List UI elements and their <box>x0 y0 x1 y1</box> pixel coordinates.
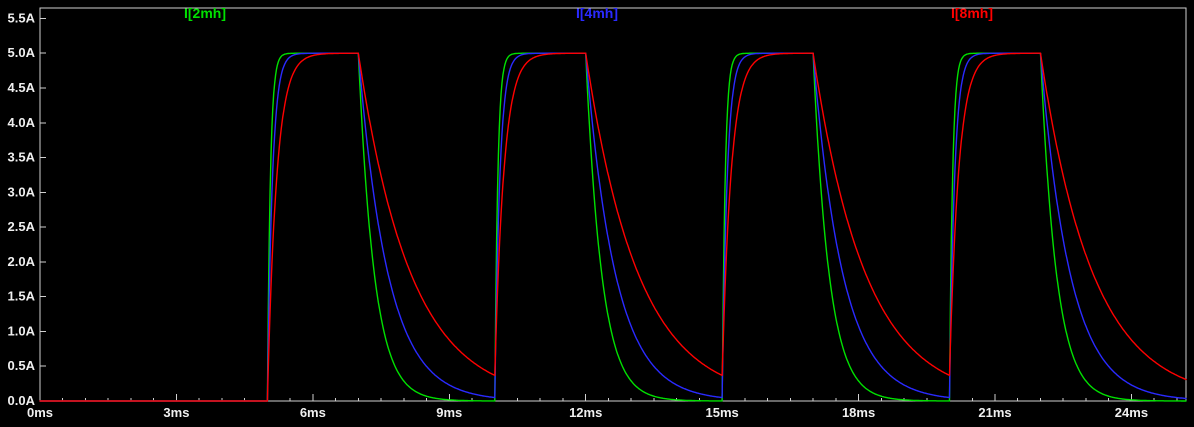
x-axis-tick-label: 12ms <box>569 405 602 420</box>
y-axis-tick-label: 0.0A <box>8 393 36 408</box>
y-axis-tick-label: 2.0A <box>8 254 36 269</box>
y-axis-tick-label: 3.5A <box>8 150 36 165</box>
trace-8mh <box>39 52 1187 402</box>
trace-2mh <box>39 52 1187 402</box>
y-axis-tick-label: 1.5A <box>8 289 36 304</box>
y-axis-tick-label: 0.5A <box>8 358 36 373</box>
x-axis-tick-label: 9ms <box>436 405 462 420</box>
trace-legend: I[2mh] I[4mh] I[8mh] <box>0 0 1194 24</box>
legend-item-i8mh[interactable]: I[8mh] <box>951 5 993 21</box>
x-axis-tick-label: 15ms <box>706 405 739 420</box>
x-axis-tick-label: 3ms <box>163 405 189 420</box>
x-axis-tick-label: 0ms <box>27 405 53 420</box>
legend-item-i2mh[interactable]: I[2mh] <box>184 5 226 21</box>
y-axis-tick-label: 5.5A <box>8 10 36 25</box>
plot-border <box>39 7 1187 402</box>
trace-4mh <box>39 52 1187 402</box>
y-axis-tick-label: 3.0A <box>8 184 36 199</box>
legend-item-i4mh[interactable]: I[4mh] <box>576 5 618 21</box>
y-axis-tick-label: 2.5A <box>8 219 36 234</box>
x-axis-tick-label: 6ms <box>300 405 326 420</box>
x-axis-tick-label: 18ms <box>842 405 875 420</box>
x-axis-tick-label: 24ms <box>1115 405 1148 420</box>
y-axis-tick-label: 4.5A <box>8 80 36 95</box>
y-axis-tick-label: 5.0A <box>8 45 36 60</box>
x-axis-tick-label: 21ms <box>978 405 1011 420</box>
y-axis-tick-label: 4.0A <box>8 115 36 130</box>
y-axis-tick-label: 1.0A <box>8 323 36 338</box>
